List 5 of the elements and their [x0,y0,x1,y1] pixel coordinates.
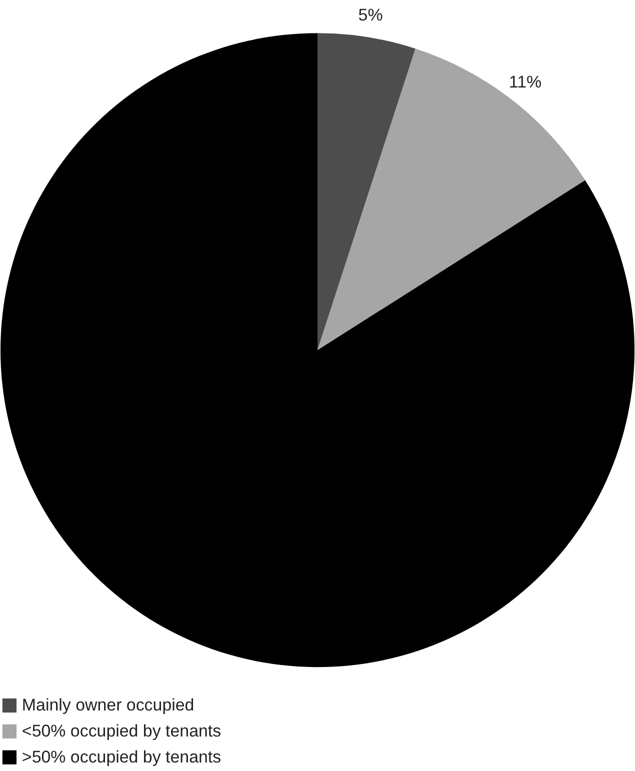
legend-label: >50% occupied by tenants [22,747,222,766]
data-label: 11% [508,72,542,92]
data-label: 5% [358,5,383,24]
legend-label: Mainly owner occupied [22,695,194,714]
legend-label: <50% occupied by tenants [22,721,222,740]
